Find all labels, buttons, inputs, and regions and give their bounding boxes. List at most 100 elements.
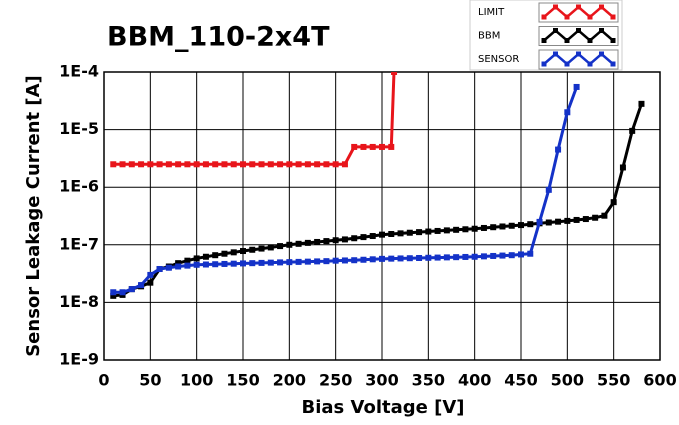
- data-point: [545, 186, 552, 193]
- data-point: [573, 83, 580, 90]
- data-point: [212, 252, 219, 259]
- data-point: [128, 286, 135, 293]
- legend-marker: [576, 4, 581, 10]
- data-point: [518, 251, 524, 258]
- x-tick-label: 250: [319, 371, 352, 390]
- y-axis-label: Sensor Leakage Current [A]: [23, 75, 44, 357]
- data-point: [184, 257, 191, 264]
- data-point: [138, 282, 145, 289]
- y-tick-label: 1E-6: [59, 177, 99, 196]
- data-point: [379, 255, 385, 262]
- data-point: [240, 248, 246, 255]
- data-point: [425, 254, 432, 261]
- data-point: [147, 271, 154, 278]
- data-point: [443, 227, 450, 234]
- data-point: [453, 254, 460, 261]
- x-tick-label: 150: [226, 371, 259, 390]
- data-point: [490, 252, 497, 259]
- data-point: [369, 143, 376, 150]
- y-tick-label: 1E-9: [59, 350, 99, 369]
- data-point: [434, 227, 441, 234]
- data-point: [267, 161, 274, 168]
- data-point: [499, 252, 506, 259]
- data-point: [249, 260, 256, 267]
- legend-label: SENSOR: [478, 54, 519, 65]
- data-point: [471, 225, 478, 232]
- data-point: [462, 253, 469, 260]
- data-point: [480, 224, 487, 231]
- data-point: [267, 259, 274, 266]
- data-point: [638, 100, 645, 107]
- legend-marker: [564, 14, 570, 20]
- data-point: [508, 222, 515, 229]
- data-point: [351, 257, 358, 264]
- x-tick-label: 50: [139, 371, 161, 390]
- data-point: [545, 219, 552, 226]
- data-point: [360, 143, 367, 150]
- chart-title: BBM_110-2x4T: [107, 22, 330, 53]
- data-point: [295, 161, 302, 168]
- data-point: [258, 245, 265, 252]
- data-point: [240, 161, 246, 168]
- x-tick-label: 400: [458, 371, 491, 390]
- data-point: [619, 164, 626, 171]
- data-point: [443, 254, 450, 261]
- data-point: [267, 244, 274, 251]
- plot-area: [110, 72, 645, 299]
- data-point: [221, 161, 228, 168]
- data-point: [332, 257, 339, 264]
- data-point: [480, 253, 487, 260]
- data-point: [212, 161, 219, 168]
- data-point: [379, 143, 385, 150]
- data-point: [332, 161, 339, 168]
- data-point: [388, 255, 395, 262]
- data-point: [110, 292, 117, 299]
- data-point: [397, 230, 404, 237]
- data-point: [555, 218, 562, 225]
- x-tick-label: 100: [180, 371, 213, 390]
- data-point: [323, 258, 330, 265]
- data-point: [147, 161, 154, 168]
- legend-swatch-box: [538, 26, 619, 46]
- legend-swatch-box: [538, 2, 619, 23]
- y-tick-label: 1E-5: [59, 119, 99, 138]
- data-point: [240, 260, 246, 267]
- data-point: [518, 222, 524, 229]
- data-point: [165, 264, 172, 271]
- data-point: [351, 143, 358, 150]
- data-point: [258, 259, 265, 266]
- data-point: [369, 256, 376, 263]
- x-tick-label: 350: [412, 371, 445, 390]
- data-point: [629, 127, 636, 134]
- data-point: [184, 262, 191, 269]
- legend-marker: [610, 38, 616, 43]
- data-point: [110, 289, 117, 296]
- data-point: [193, 255, 200, 262]
- data-point: [391, 72, 398, 75]
- data-point: [286, 259, 293, 266]
- data-point: [490, 224, 497, 231]
- data-point: [406, 229, 413, 236]
- legend-marker: [553, 51, 558, 57]
- data-point: [221, 260, 228, 267]
- data-point: [369, 233, 376, 240]
- data-point: [314, 258, 321, 265]
- data-point: [258, 161, 265, 168]
- legend-marker: [553, 4, 558, 10]
- legend-marker: [541, 61, 547, 67]
- data-point: [138, 161, 145, 168]
- legend-marker: [610, 14, 616, 20]
- legend-swatch-box: [538, 49, 619, 70]
- data-point: [193, 261, 200, 268]
- y-tick-label: 1E-7: [59, 234, 99, 253]
- data-point: [119, 289, 126, 296]
- data-point: [128, 161, 135, 168]
- data-point: [156, 266, 163, 273]
- data-point: [508, 252, 515, 259]
- data-point: [341, 161, 348, 168]
- data-point: [564, 109, 571, 116]
- data-point: [499, 223, 506, 230]
- data-point: [536, 218, 543, 225]
- data-point: [230, 260, 237, 267]
- data-point: [416, 229, 423, 236]
